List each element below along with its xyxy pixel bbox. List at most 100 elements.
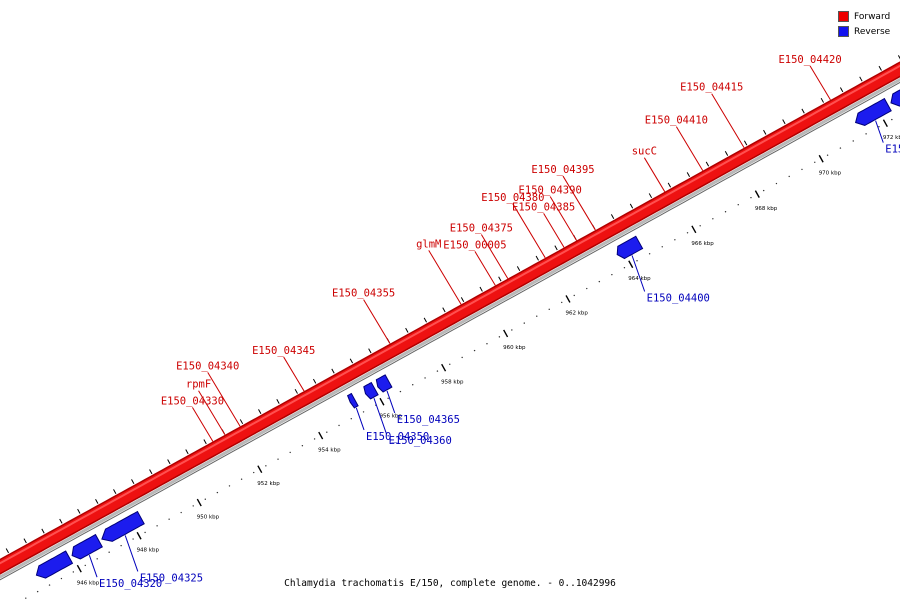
- reverse-gene[interactable]: [35, 550, 74, 579]
- forward-gene-label[interactable]: E150_04410: [645, 115, 708, 127]
- boundary-mark: [801, 108, 805, 114]
- reverse-gene-E150_04350[interactable]: [346, 392, 359, 409]
- minor-tick: [623, 267, 626, 269]
- forward-leader-line: [711, 93, 745, 148]
- minor-tick: [661, 246, 663, 248]
- major-tick: [318, 431, 324, 440]
- boundary-mark: [368, 348, 372, 354]
- forward-gene-label[interactable]: E150_04345: [252, 345, 315, 357]
- minor-tick: [826, 154, 829, 156]
- reverse-gene-label[interactable]: E150_04350: [366, 431, 429, 443]
- reverse-gene-E150_04325[interactable]: [101, 510, 145, 542]
- tick-label: 968 kbp: [755, 206, 778, 212]
- forward-leader-line: [198, 390, 226, 435]
- major-tick: [76, 564, 82, 573]
- forward-gene-label[interactable]: E150_04330: [161, 395, 224, 407]
- forward-gene-label[interactable]: glmM: [416, 238, 441, 250]
- reverse-gene-E150_04400[interactable]: [616, 235, 644, 260]
- reverse-gene-label[interactable]: E150_04425: [885, 144, 900, 156]
- reverse-gene-label[interactable]: E150_04360: [389, 435, 452, 447]
- minor-tick: [814, 161, 816, 164]
- major-tick: [565, 295, 571, 303]
- forward-gene-label[interactable]: E150_04340: [176, 360, 239, 372]
- boundary-mark: [23, 538, 27, 544]
- minor-tick: [412, 384, 414, 386]
- reverse-gene-label[interactable]: E150_04400: [647, 292, 710, 304]
- forward-gene-label[interactable]: E150_04385: [512, 201, 575, 213]
- major-tick: [691, 225, 697, 234]
- minor-tick: [240, 478, 243, 480]
- boundary-mark: [149, 469, 153, 475]
- major-tick: [818, 154, 824, 163]
- minor-tick: [72, 571, 75, 573]
- tick-label: 966 kbp: [691, 241, 714, 247]
- minor-tick: [611, 273, 613, 276]
- minor-tick: [168, 518, 170, 520]
- minor-tick: [265, 465, 267, 467]
- forward-leader-line: [549, 196, 577, 241]
- tick-label: 954 kbp: [318, 447, 341, 453]
- reverse-gene-E150_04320[interactable]: [71, 533, 103, 560]
- minor-tick: [387, 397, 389, 400]
- forward-gene-label[interactable]: sucC: [632, 146, 657, 158]
- minor-tick: [891, 118, 893, 121]
- minor-tick: [449, 363, 451, 365]
- minor-tick: [156, 525, 158, 527]
- forward-leader-line: [207, 372, 241, 427]
- minor-tick: [144, 531, 146, 534]
- major-tick: [136, 531, 142, 540]
- minor-tick: [228, 485, 231, 487]
- forward-gene-label[interactable]: E150_04395: [531, 164, 594, 176]
- boundary-mark: [294, 388, 298, 394]
- reverse-gene-E150_04425[interactable]: [854, 97, 892, 126]
- boundary-mark: [312, 378, 317, 384]
- boundary-mark: [258, 409, 262, 414]
- forward-band: [0, 63, 900, 573]
- reverse-leader-line: [373, 398, 388, 435]
- boundary-mark: [5, 548, 10, 554]
- tick-label: 970 kbp: [819, 171, 842, 177]
- minor-tick: [674, 239, 676, 241]
- forward-gene-label[interactable]: E150_04390: [519, 184, 582, 196]
- boundary-mark: [705, 161, 710, 167]
- minor-tick: [350, 418, 352, 420]
- minor-tick: [598, 280, 601, 283]
- boundary-mark: [724, 151, 729, 156]
- reverse-gene-label[interactable]: E150_04320: [99, 578, 162, 590]
- minor-tick: [648, 253, 651, 255]
- boundary-mark: [667, 182, 672, 188]
- map-caption: Chlamydia trachomatis E/150, complete ge…: [284, 578, 616, 589]
- forward-gene-label[interactable]: E150_04380: [481, 192, 544, 204]
- gene-labels: E150_04330 rpmF E150_04340 E150_04345 E150_0…: [88, 54, 900, 590]
- minor-tick: [96, 558, 98, 560]
- boundary-mark: [763, 129, 767, 135]
- forward-leader-line: [562, 175, 596, 231]
- reverse-leader-line: [88, 555, 98, 578]
- forward-gene-label[interactable]: rpmF: [186, 379, 211, 391]
- forward-gene-label[interactable]: E150_04420: [778, 54, 841, 66]
- boundary-mark: [41, 528, 45, 534]
- boundary-mark: [743, 140, 748, 146]
- boundary-mark: [498, 276, 502, 282]
- minor-tick: [788, 175, 790, 178]
- forward-leader-line: [192, 407, 214, 442]
- forward-gene-label[interactable]: E150_00005: [443, 239, 506, 251]
- reverse-gene-E150_04360[interactable]: [363, 381, 379, 400]
- tick-label: 956 kbp: [379, 414, 402, 420]
- minor-tick: [424, 377, 426, 379]
- backbone-edge: [0, 81, 900, 581]
- reverse-gene-label[interactable]: E150_04325: [140, 572, 203, 584]
- reverse-gene-label[interactable]: E150_04365: [397, 414, 460, 426]
- minor-tick: [253, 471, 255, 474]
- forward-gene-label[interactable]: E150_04415: [680, 82, 743, 94]
- minor-tick: [84, 564, 86, 567]
- minor-tick: [132, 538, 134, 540]
- forward-gene-label[interactable]: E150_04375: [450, 223, 513, 235]
- forward-gene-label[interactable]: E150_04355: [332, 288, 395, 300]
- minor-tick: [548, 308, 550, 311]
- major-tick: [257, 465, 263, 474]
- minor-tick: [326, 431, 328, 433]
- tick-label: 972 kbp: [883, 135, 900, 141]
- reverse-gene-E150_04365[interactable]: [375, 374, 393, 393]
